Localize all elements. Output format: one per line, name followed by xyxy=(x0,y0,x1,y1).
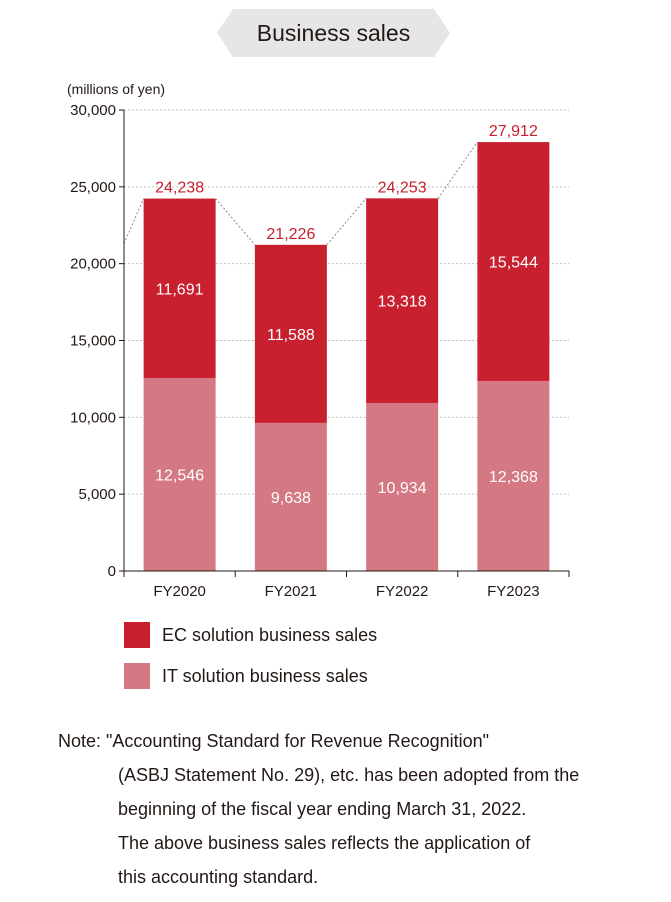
data-label-ec: 11,588 xyxy=(267,327,315,344)
bar-it-FY2020 xyxy=(143,378,216,571)
chart-title: Business sales xyxy=(256,20,411,46)
y-tick-label: 10,000 xyxy=(70,409,116,426)
note-line-3: beginning of the fiscal year ending Marc… xyxy=(118,799,527,819)
legend-item-ec: EC solution business sales xyxy=(124,622,524,648)
connector-line xyxy=(123,198,145,244)
note-line-5: this accounting standard. xyxy=(118,867,319,887)
bar-ec-FY2023 xyxy=(477,142,550,381)
y-tick-label: 0 xyxy=(108,563,116,580)
connector-line xyxy=(326,198,367,246)
note-line-4: The above business sales reflects the ap… xyxy=(118,833,531,853)
y-tick-label: 25,000 xyxy=(70,179,116,196)
bar-ec-FY2020 xyxy=(143,198,216,379)
bar-it-FY2023 xyxy=(477,380,550,571)
bar-it-FY2022 xyxy=(366,402,439,571)
total-label: 27,912 xyxy=(489,123,538,140)
legend-swatch-it xyxy=(124,663,150,689)
total-label: 24,238 xyxy=(155,180,204,197)
connector-line xyxy=(215,198,256,246)
title-banner: Business sales xyxy=(217,9,450,57)
legend-label-ec: EC solution business sales xyxy=(162,625,378,645)
y-tick-label: 30,000 xyxy=(70,102,116,119)
x-tick-label: FY2020 xyxy=(153,583,206,600)
data-label-it: 10,934 xyxy=(378,480,427,497)
total-label: 24,253 xyxy=(378,179,427,196)
y-tick-label: 15,000 xyxy=(70,333,116,350)
banner-shape xyxy=(217,9,450,57)
data-label-it: 12,368 xyxy=(489,469,538,486)
y-unit-label: (millions of yen) xyxy=(67,81,165,97)
data-label-ec: 11,691 xyxy=(156,281,204,298)
y-tick-label: 20,000 xyxy=(70,256,116,273)
data-label-ec: 15,544 xyxy=(489,255,538,272)
stacked-bar-chart: (millions of yen) 0 5,000 10,000 15,000 20,00… xyxy=(67,81,570,600)
note: Note: "Accounting Standard for Revenue R… xyxy=(58,724,658,894)
bar-ec-FY2022 xyxy=(366,198,439,403)
total-label: 21,226 xyxy=(266,226,315,243)
connector-line xyxy=(437,141,478,199)
x-tick-label: FY2022 xyxy=(376,583,429,600)
bar-it-FY2021 xyxy=(254,422,327,571)
bar-ec-FY2021 xyxy=(254,244,327,423)
legend-item-it: IT solution business sales xyxy=(124,663,524,689)
note-line-2: (ASBJ Statement No. 29), etc. has been a… xyxy=(118,765,580,785)
data-label-ec: 13,318 xyxy=(378,294,427,311)
data-label-it: 12,546 xyxy=(155,468,204,485)
data-label-it: 9,638 xyxy=(271,490,311,507)
x-tick-label: FY2023 xyxy=(487,583,540,600)
y-tick-label: 5,000 xyxy=(78,486,116,503)
note-line-1: Note: "Accounting Standard for Revenue R… xyxy=(58,731,490,751)
x-tick-label: FY2021 xyxy=(265,583,318,600)
legend-label-it: IT solution business sales xyxy=(162,666,368,686)
legend-swatch-ec xyxy=(124,622,150,648)
